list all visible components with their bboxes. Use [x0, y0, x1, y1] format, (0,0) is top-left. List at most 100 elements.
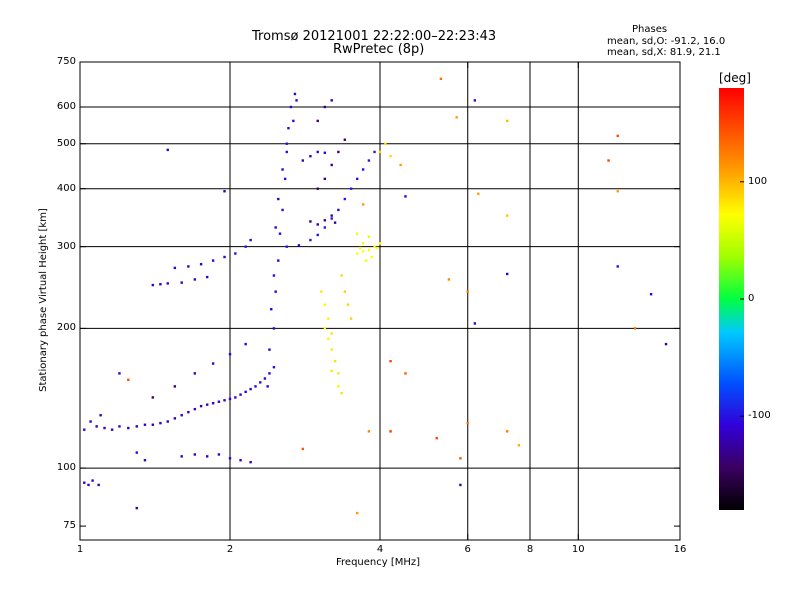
data-point [254, 385, 257, 388]
data-point [323, 177, 327, 181]
data-point [505, 214, 509, 217]
data-point [349, 317, 353, 320]
data-point [316, 119, 319, 123]
data-point [223, 255, 226, 259]
chart-title: Tromsø 20121001 22:22:00–22:23:43 [252, 29, 497, 44]
data-point [166, 420, 169, 423]
data-point [97, 483, 100, 487]
data-point [287, 127, 290, 130]
y-tick-label: 600 [56, 100, 76, 112]
data-point [143, 459, 147, 462]
data-point [135, 506, 138, 510]
data-point [259, 381, 262, 384]
data-point [333, 221, 337, 224]
data-point [330, 332, 333, 335]
data-point [166, 282, 169, 285]
grid-lines [80, 62, 680, 540]
data-point [239, 393, 242, 396]
data-point [217, 453, 221, 456]
data-point [110, 428, 114, 431]
data-point [633, 327, 637, 330]
data-point [166, 148, 169, 152]
data-point [447, 278, 451, 281]
data-point [309, 220, 312, 223]
data-point [378, 150, 382, 154]
data-point [340, 392, 343, 395]
data-point [234, 396, 237, 399]
data-point [367, 430, 371, 433]
data-point [91, 479, 94, 482]
data-point [361, 203, 365, 206]
colorbar-tick-label: -100 [748, 410, 771, 422]
data-point [323, 327, 327, 330]
data-point [330, 217, 333, 220]
data-point [330, 348, 333, 351]
data-point [323, 105, 327, 109]
data-point [649, 292, 653, 296]
data-point [343, 138, 347, 141]
data-point [292, 119, 295, 123]
colorbar-tick-label: 100 [748, 175, 768, 187]
data-point [234, 252, 237, 255]
colorbar-label: [deg] [719, 71, 751, 85]
x-tick-label: 10 [571, 544, 585, 555]
data-point [376, 246, 379, 250]
data-point [278, 232, 282, 235]
data-point [327, 317, 330, 320]
data-point [477, 192, 480, 196]
colorbar-ticks [740, 181, 744, 417]
data-point [337, 150, 340, 154]
data-point [173, 385, 177, 388]
x-tick-label: 4 [376, 544, 384, 555]
data-point [289, 105, 293, 109]
data-point [378, 242, 382, 245]
data-point [337, 385, 340, 388]
data-point [361, 250, 365, 253]
data-point [173, 266, 177, 270]
data-point [99, 414, 102, 417]
data-point [293, 92, 297, 96]
data-point [355, 177, 359, 181]
data-point [367, 159, 371, 162]
data-point [459, 483, 462, 487]
data-point [355, 252, 359, 255]
data-point [361, 168, 365, 171]
data-point [143, 423, 147, 426]
data-point [249, 460, 252, 464]
data-point [281, 208, 284, 212]
data-point [404, 195, 407, 198]
plot-frame [79, 61, 681, 541]
data-point [330, 163, 333, 167]
data-point [95, 425, 98, 428]
data-point [223, 190, 226, 193]
y-tick-label: 400 [56, 182, 76, 194]
data-point [263, 377, 267, 380]
data-point [159, 283, 162, 286]
data-point [355, 511, 359, 515]
data-point [127, 378, 130, 381]
x-tick-label: 6 [464, 544, 471, 555]
data-point [343, 197, 347, 201]
data-point [272, 327, 276, 330]
data-point [455, 116, 458, 119]
data-point [274, 226, 277, 229]
x-axis-title: Frequency [MHz] [336, 557, 421, 568]
data-point [193, 278, 197, 281]
data-point [399, 163, 402, 167]
data-point [135, 451, 138, 454]
data-point [272, 365, 276, 369]
data-point [127, 426, 130, 430]
data-point [340, 274, 343, 277]
data-point [285, 150, 288, 154]
data-point [323, 151, 327, 154]
data-point [281, 168, 284, 171]
data-point [466, 290, 469, 293]
data-point [151, 283, 155, 287]
data-point [103, 426, 106, 430]
data-point [337, 208, 340, 212]
data-point [249, 238, 252, 242]
data-point [361, 242, 365, 245]
data-point [435, 436, 438, 440]
data-point [285, 245, 288, 248]
x-tick-label: 2 [226, 544, 234, 555]
